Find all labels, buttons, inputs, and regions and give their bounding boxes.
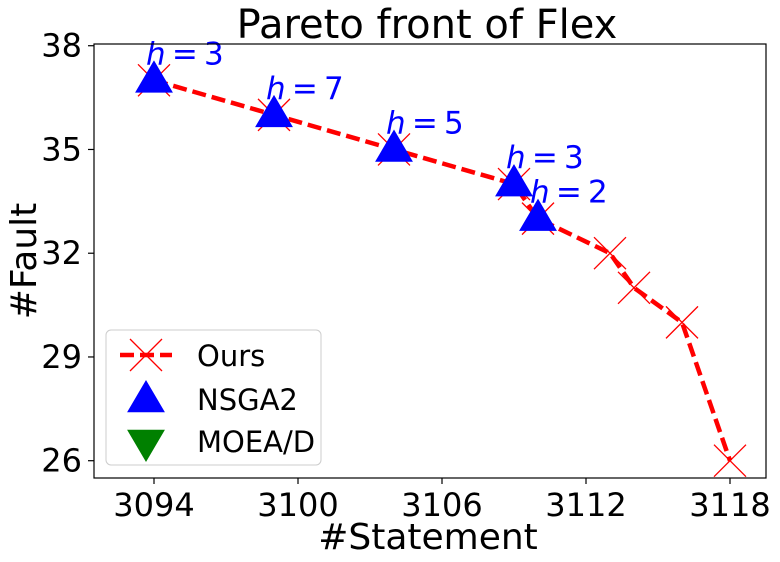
nsga2-point (495, 164, 533, 197)
y-tick-label: 32 (41, 234, 82, 272)
x-tick-label: 3106 (401, 486, 482, 524)
legend-label: MOEA/D (197, 425, 315, 459)
point-annotation: h = 2 (530, 175, 608, 211)
y-axis: 26 29 32 35 38 (41, 27, 94, 480)
annotations: h = 3h = 7h = 5h = 3h = 2 (146, 36, 608, 210)
plot-marks (135, 60, 747, 478)
ours-point (617, 271, 651, 305)
legend-marker-moead (127, 429, 165, 462)
x-tick-label: 3112 (545, 486, 626, 524)
y-tick-label: 26 (41, 442, 82, 480)
point-annotation: h = 5 (386, 105, 464, 141)
plot-frame (93, 43, 767, 479)
y-tick-label: 35 (41, 130, 82, 168)
point-annotation: h = 7 (266, 71, 344, 107)
legend-label: NSGA2 (197, 383, 298, 417)
y-tick-label: 38 (41, 27, 82, 65)
ours-point (713, 444, 747, 478)
x-axis-label: #Statement (318, 517, 538, 558)
nsga2-point (375, 129, 413, 162)
legend-marker-ours (129, 338, 163, 372)
x-axis: 3094 3100 3106 3112 3118 (113, 478, 771, 524)
x-tick-label: 3118 (689, 486, 770, 524)
chart-title: Pareto front of Flex (237, 2, 618, 48)
y-axis-label: #Fault (4, 203, 45, 320)
point-annotation: h = 3 (146, 36, 224, 72)
x-tick-label: 3100 (257, 486, 338, 524)
nsga2-point (135, 60, 173, 93)
y-tick-label: 29 (41, 338, 82, 376)
legend-marker-nsga2 (127, 380, 165, 413)
series-line-ours (153, 78, 733, 462)
point-annotation: h = 3 (506, 140, 584, 176)
ours-point (593, 236, 627, 270)
x-tick-label: 3094 (113, 486, 194, 524)
ours-point (665, 305, 699, 339)
legend: Ours NSGA2 MOEA/D (105, 329, 322, 466)
nsga2-point (255, 94, 293, 128)
nsga2-point (519, 198, 557, 231)
legend-label: Ours (197, 339, 265, 373)
